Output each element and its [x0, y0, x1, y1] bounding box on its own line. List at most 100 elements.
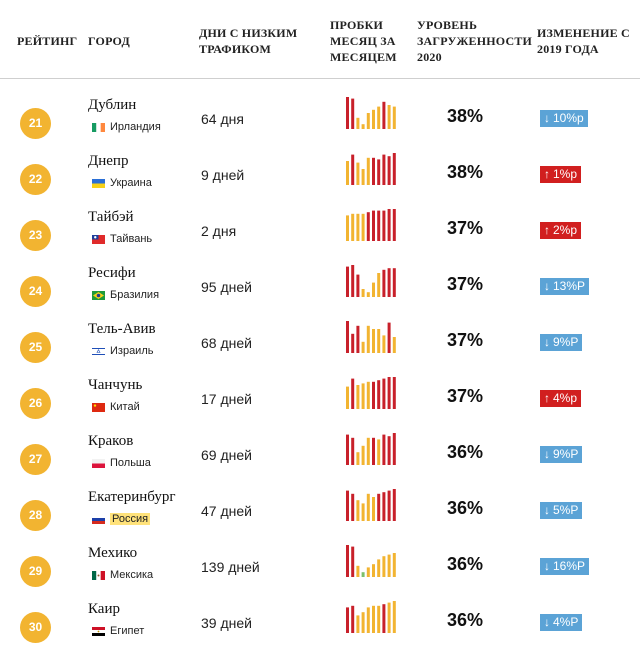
change-badge: ↓ 10%р: [540, 110, 588, 127]
sparkline-bar: [356, 565, 360, 577]
sparkline-bar: [387, 490, 391, 521]
city-name: Ресифи: [88, 265, 136, 281]
rank-badge: 25: [20, 332, 51, 363]
monthly-congestion-sparkline: [346, 433, 396, 465]
change-badge: ↓ 5%Р: [540, 502, 583, 519]
sparkline-bar: [351, 437, 355, 465]
sparkline-bar: [351, 265, 355, 297]
city-name: Тель-Авив: [88, 321, 156, 337]
sparkline-bar: [392, 209, 396, 241]
change-badge: ↓ 9%Р: [540, 446, 583, 463]
monthly-congestion-sparkline: [346, 489, 396, 521]
header-change-line2: 2019 ГОДА: [537, 42, 599, 56]
country: Израиль: [92, 345, 153, 357]
sparkline-bar: [351, 493, 355, 521]
arrow-up-icon: ↑: [544, 167, 550, 181]
city-name: Днепр: [88, 153, 129, 169]
sparkline-bar: [346, 434, 349, 465]
sparkline-bar: [346, 161, 349, 185]
low-traffic-days: 17 дней: [201, 391, 252, 407]
sparkline-bar: [351, 154, 355, 185]
israel-flag-icon: [92, 346, 105, 356]
sparkline-bar: [361, 445, 365, 465]
city-name: Тайбэй: [88, 209, 134, 225]
change-value: 9%Р: [553, 335, 579, 349]
sparkline-bar: [356, 615, 360, 633]
poland-flag-icon: [92, 458, 105, 468]
monthly-congestion-sparkline: [346, 321, 396, 353]
sparkline-bar: [387, 602, 391, 633]
arrow-down-icon: ↓: [544, 503, 550, 517]
table-row: 27 Краков Польша 69 дней 36% ↓ 9%Р: [0, 433, 640, 489]
monthly-congestion-sparkline: [346, 377, 396, 409]
sparkline-bar: [382, 492, 386, 521]
sparkline-bar: [361, 169, 365, 185]
sparkline-bar: [372, 564, 375, 577]
arrow-down-icon: ↓: [544, 335, 550, 349]
arrow-down-icon: ↓: [544, 615, 550, 629]
sparkline-bar: [361, 572, 365, 577]
sparkline-bar: [356, 500, 360, 521]
sparkline-bar: [392, 553, 396, 577]
sparkline-bar: [346, 607, 349, 633]
low-traffic-days: 9 дней: [201, 167, 245, 183]
sparkline-bar: [377, 605, 381, 633]
sparkline-bar: [366, 157, 370, 185]
monthly-congestion-sparkline: [346, 153, 396, 185]
table-row: 24 Ресифи Бразилия 95 дней 37% ↓ 13%Р: [0, 265, 640, 321]
change-badge: ↑ 1%р: [540, 166, 582, 183]
sparkline-bar: [387, 436, 391, 465]
congestion-level: 38%: [447, 106, 484, 126]
sparkline-bar: [361, 213, 365, 241]
sparkline-bar: [361, 612, 365, 633]
country-name: Израиль: [110, 345, 154, 357]
arrow-down-icon: ↓: [544, 559, 550, 573]
table-row: 22 Днепр Украина 9 дней 38% ↑ 1%р: [0, 153, 640, 209]
congestion-level: 36%: [447, 610, 484, 630]
sparkline-bar: [346, 490, 349, 521]
sparkline-bar: [372, 329, 375, 353]
sparkline-bar: [351, 546, 355, 577]
table-row: 29 Мехико Мексика 139 дней 36% ↓ 16%Р: [0, 545, 640, 601]
sparkline-bar: [392, 153, 396, 185]
sparkline-bar: [377, 439, 381, 465]
sparkline-bar: [372, 157, 375, 185]
sparkline-bar: [382, 210, 386, 241]
low-traffic-days: 69 дней: [201, 447, 252, 463]
sparkline-bar: [366, 381, 370, 409]
country: Бразилия: [92, 289, 159, 301]
rank-badge: 22: [20, 164, 51, 195]
china-flag-icon: [92, 402, 105, 412]
sparkline-bar: [366, 493, 370, 521]
sparkline-bar: [356, 274, 360, 297]
country-name: Россия: [110, 513, 151, 525]
change-badge: ↑ 2%р: [540, 222, 582, 239]
congestion-level: 38%: [447, 162, 484, 182]
country-name: Бразилия: [110, 289, 160, 301]
change-value: 2%р: [553, 223, 578, 237]
change-value: 9%Р: [553, 447, 579, 461]
sparkline-bar: [387, 209, 391, 241]
sparkline-bar: [356, 162, 360, 185]
sparkline-bar: [346, 545, 349, 577]
country-name: Украина: [110, 177, 152, 189]
change-value: 16%Р: [553, 559, 586, 573]
country: Китай: [92, 401, 140, 413]
change-value: 1%р: [553, 167, 578, 181]
congestion-level: 36%: [447, 498, 484, 518]
rank-badge: 29: [20, 556, 51, 587]
sparkline-bar: [377, 329, 381, 353]
sparkline-bar: [346, 266, 349, 297]
monthly-congestion-sparkline: [346, 601, 396, 633]
ireland-flag-icon: [92, 122, 105, 132]
congestion-level: 37%: [447, 274, 484, 294]
city-name: Дублин: [88, 97, 137, 113]
rank-badge: 21: [20, 108, 51, 139]
sparkline-bar: [366, 292, 370, 297]
city-name: Каир: [88, 601, 120, 617]
sparkline-bar: [361, 341, 365, 353]
sparkline-bar: [366, 212, 370, 241]
change-value: 5%Р: [553, 503, 579, 517]
sparkline-bar: [387, 322, 391, 353]
sparkline-bar: [372, 282, 375, 297]
